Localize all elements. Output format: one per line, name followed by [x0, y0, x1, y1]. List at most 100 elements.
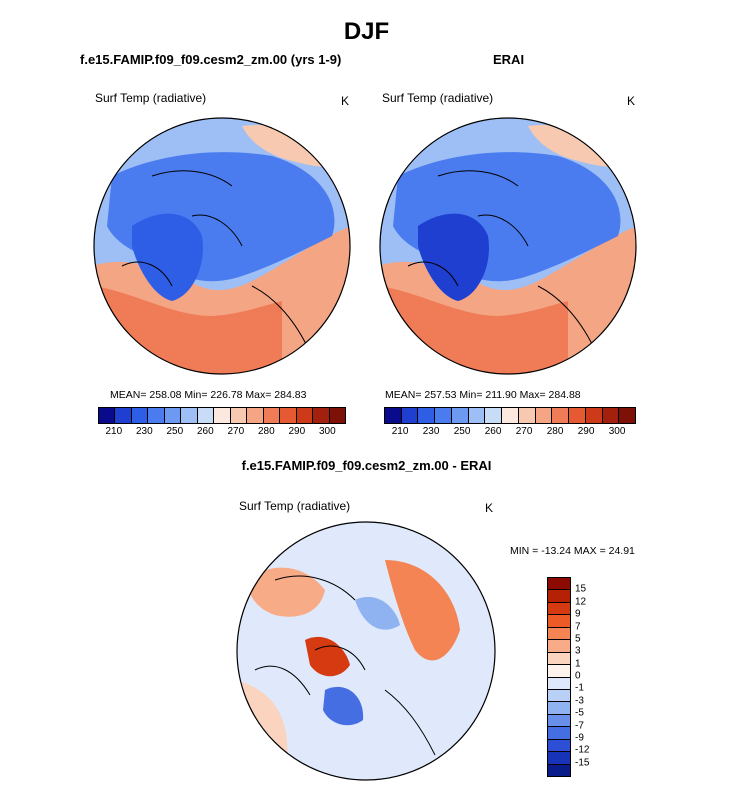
colorbar-tick-label: -15 — [575, 757, 590, 769]
left-panel-units-label: K — [341, 94, 350, 108]
colorbar-swatch — [548, 602, 570, 616]
right-colorbar-ticks: 210 230 250 260 270 280 290 300 — [384, 426, 634, 440]
colorbar-tick-label: 270 — [515, 426, 533, 437]
left-colorbar-ticks: 210 230 250 260 270 280 290 300 — [98, 426, 344, 440]
colorbar-tick-label: 290 — [577, 426, 595, 437]
colorbar-swatch — [518, 408, 536, 423]
figure-title: DJF — [343, 18, 390, 45]
colorbar-swatch — [548, 652, 570, 666]
right-panel-variable-label: Surf Temp (radiative) — [382, 91, 494, 105]
colorbar-tick-label: -7 — [575, 720, 584, 731]
colorbar-tick-label: 230 — [422, 426, 440, 437]
diff-panel-stats: MIN = -13.24 MAX = 24.91 — [510, 545, 635, 557]
left-panel-variable-label: Surf Temp (radiative) — [95, 91, 207, 105]
colorbar-tick-label: 280 — [258, 426, 275, 437]
colorbar-swatch — [131, 408, 149, 423]
colorbar-swatch — [418, 408, 436, 423]
colorbar-tick-label: 15 — [575, 583, 587, 595]
colorbar-swatch — [329, 408, 346, 423]
colorbar-swatch — [619, 408, 636, 423]
map-border — [236, 521, 496, 781]
colorbar-tick-label: 260 — [484, 426, 502, 437]
colorbar-swatch — [548, 615, 570, 628]
colorbar-swatch — [385, 408, 402, 423]
colorbar-tick-label: 9 — [575, 608, 581, 620]
diff-polar-map — [236, 521, 496, 781]
colorbar-swatch — [485, 408, 503, 423]
colorbar-tick-label: 280 — [546, 426, 564, 437]
colorbar-swatch — [115, 408, 132, 423]
colorbar-tick-label: 1 — [575, 658, 581, 670]
greenland-cold-region — [418, 213, 489, 301]
colorbar-swatch — [548, 702, 570, 715]
colorbar-tick-label: 230 — [135, 426, 153, 437]
greenland-cold-region — [132, 213, 203, 301]
colorbar-swatch — [99, 408, 116, 423]
colorbar-tick-label: -12 — [575, 744, 590, 756]
colorbar-swatch — [548, 764, 570, 776]
colorbar-tick-label: 270 — [227, 426, 245, 437]
central-cold-bias-region — [355, 596, 400, 630]
colorbar-tick-label: 210 — [391, 426, 409, 437]
colorbar-tick-label: -5 — [575, 707, 584, 719]
map-border — [93, 117, 351, 375]
warm-bias-region — [245, 567, 325, 617]
colorbar-tick-label: 3 — [575, 645, 581, 657]
colorbar-tick-label: 7 — [575, 621, 581, 632]
colorbar-tick-label: -1 — [575, 682, 584, 694]
colorbar-tick-label: -3 — [575, 695, 584, 707]
right-polar-map — [379, 117, 637, 375]
near-zero-region — [237, 522, 495, 780]
left-polar-map — [93, 117, 351, 375]
diff-colorbar-ticks: 15 12 9 7 5 3 1 0 -1 -3 -5 -7 -9 -12 -15 — [575, 577, 605, 775]
colorbar-swatch — [548, 677, 570, 690]
colorbar-swatch — [548, 590, 570, 603]
coastlines — [254, 575, 436, 756]
colorbar-swatch — [548, 752, 570, 765]
colorbar-tick-label: 5 — [575, 633, 581, 645]
colorbar-swatch — [296, 408, 314, 423]
colorbar-tick-label: 0 — [575, 670, 581, 682]
right-panel-units-label: K — [627, 94, 636, 108]
colorbar-swatch — [548, 727, 570, 740]
left-colorbar — [98, 407, 346, 424]
coastlines — [407, 170, 594, 347]
diff-panel-case-title: f.e15.FAMIP.f09_f09.cesm2_zm.00 - ERAI — [241, 458, 492, 473]
colorbar-swatch — [247, 408, 264, 423]
colorbar-tick-label: 260 — [196, 426, 214, 437]
colorbar-swatch — [197, 408, 215, 423]
colorbar-swatch — [548, 665, 570, 678]
colorbar-swatch — [548, 714, 570, 728]
colorbar-tick-label: 250 — [453, 426, 471, 437]
left-panel-case-title: f.e15.FAMIP.f09_f09.cesm2_zm.00 (yrs 1-9… — [80, 52, 342, 67]
diff-panel-units-label: K — [485, 501, 494, 515]
colorbar-swatch — [435, 408, 452, 423]
right-panel-stats: MEAN= 257.53 Min= 211.90 Max= 284.88 — [385, 389, 581, 401]
colorbar-tick-label: 300 — [608, 426, 626, 437]
colorbar-tick-label: 210 — [105, 426, 123, 437]
colorbar-swatch — [602, 408, 620, 423]
colorbar-swatch — [164, 408, 182, 423]
coastlines — [121, 170, 308, 347]
colorbar-swatch — [451, 408, 469, 423]
colorbar-swatch — [502, 408, 519, 423]
colorbar-swatch — [585, 408, 603, 423]
colorbar-swatch — [548, 689, 570, 703]
colorbar-swatch — [313, 408, 330, 423]
colorbar-swatch — [548, 739, 570, 753]
colorbar-swatch — [148, 408, 165, 423]
colorbar-swatch — [401, 408, 419, 423]
colorbar-swatch — [181, 408, 198, 423]
colorbar-tick-label: 300 — [319, 426, 336, 437]
colorbar-swatch — [569, 408, 586, 423]
colorbar-swatch — [280, 408, 297, 423]
colorbar-tick-label: 290 — [288, 426, 306, 437]
colorbar-tick-label: 250 — [166, 426, 184, 437]
right-colorbar — [384, 407, 636, 424]
colorbar-tick-label: -9 — [575, 732, 584, 744]
colorbar-swatch — [263, 408, 281, 423]
diff-panel-variable-label: Surf Temp (radiative) — [239, 499, 351, 513]
colorbar-swatch — [230, 408, 248, 423]
colorbar-swatch — [468, 408, 486, 423]
colorbar-swatch — [548, 578, 570, 591]
